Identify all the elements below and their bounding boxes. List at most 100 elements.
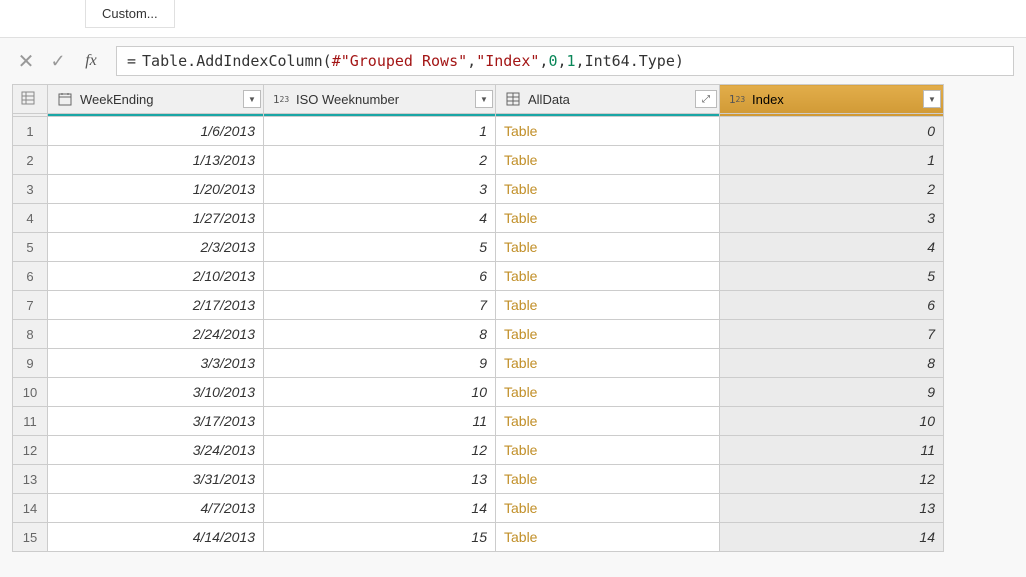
cell-weekending[interactable]: 2/17/2013: [48, 291, 264, 320]
cell-alldata[interactable]: Table: [496, 117, 720, 146]
cell-index[interactable]: 4: [720, 233, 944, 262]
cell-alldata[interactable]: Table: [496, 146, 720, 175]
cell-index[interactable]: 11: [720, 436, 944, 465]
row-number[interactable]: 15: [13, 523, 48, 552]
cell-weekending[interactable]: 1/27/2013: [48, 204, 264, 233]
table-row[interactable]: 123/24/201312Table11: [13, 436, 944, 465]
cell-weekending[interactable]: 1/6/2013: [48, 117, 264, 146]
table-row[interactable]: 72/17/20137Table6: [13, 291, 944, 320]
table-row[interactable]: 31/20/20133Table2: [13, 175, 944, 204]
cell-isoweeknumber[interactable]: 4: [264, 204, 496, 233]
row-number[interactable]: 9: [13, 349, 48, 378]
cell-weekending[interactable]: 1/13/2013: [48, 146, 264, 175]
column-header-isoweeknumber[interactable]: 123 ISO Weeknumber ▼: [264, 85, 496, 114]
row-number[interactable]: 11: [13, 407, 48, 436]
cell-weekending[interactable]: 2/10/2013: [48, 262, 264, 291]
row-number[interactable]: 13: [13, 465, 48, 494]
custom-column-button[interactable]: Custom...: [85, 0, 175, 28]
cell-isoweeknumber[interactable]: 9: [264, 349, 496, 378]
cell-alldata[interactable]: Table: [496, 175, 720, 204]
cell-weekending[interactable]: 2/24/2013: [48, 320, 264, 349]
filter-dropdown-icon[interactable]: ▼: [475, 90, 493, 108]
cell-alldata[interactable]: Table: [496, 262, 720, 291]
cell-alldata[interactable]: Table: [496, 291, 720, 320]
cell-isoweeknumber[interactable]: 1: [264, 117, 496, 146]
cell-isoweeknumber[interactable]: 3: [264, 175, 496, 204]
cancel-icon[interactable]: ✕: [12, 47, 40, 75]
cell-isoweeknumber[interactable]: 12: [264, 436, 496, 465]
cell-alldata[interactable]: Table: [496, 349, 720, 378]
cell-isoweeknumber[interactable]: 7: [264, 291, 496, 320]
row-number[interactable]: 5: [13, 233, 48, 262]
row-number[interactable]: 8: [13, 320, 48, 349]
column-header-weekending[interactable]: WeekEnding ▼: [48, 85, 264, 114]
cell-alldata[interactable]: Table: [496, 436, 720, 465]
filter-dropdown-icon[interactable]: ▼: [243, 90, 261, 108]
cell-index[interactable]: 12: [720, 465, 944, 494]
table-row[interactable]: 82/24/20138Table7: [13, 320, 944, 349]
table-row[interactable]: 93/3/20139Table8: [13, 349, 944, 378]
cell-index[interactable]: 14: [720, 523, 944, 552]
row-number[interactable]: 7: [13, 291, 48, 320]
column-header-index[interactable]: 123 Index ▼: [720, 85, 944, 114]
cell-index[interactable]: 1: [720, 146, 944, 175]
table-row[interactable]: 154/14/201315Table14: [13, 523, 944, 552]
row-number[interactable]: 1: [13, 117, 48, 146]
cell-index[interactable]: 7: [720, 320, 944, 349]
cell-index[interactable]: 0: [720, 117, 944, 146]
cell-weekending[interactable]: 1/20/2013: [48, 175, 264, 204]
cell-index[interactable]: 3: [720, 204, 944, 233]
cell-isoweeknumber[interactable]: 5: [264, 233, 496, 262]
cell-index[interactable]: 5: [720, 262, 944, 291]
expand-icon[interactable]: ⤢: [695, 90, 717, 108]
cell-isoweeknumber[interactable]: 8: [264, 320, 496, 349]
filter-dropdown-icon[interactable]: ▼: [923, 90, 941, 108]
row-number[interactable]: 6: [13, 262, 48, 291]
row-number[interactable]: 10: [13, 378, 48, 407]
cell-isoweeknumber[interactable]: 14: [264, 494, 496, 523]
select-all-corner[interactable]: [13, 85, 48, 114]
table-row[interactable]: 133/31/201313Table12: [13, 465, 944, 494]
cell-alldata[interactable]: Table: [496, 523, 720, 552]
cell-weekending[interactable]: 3/24/2013: [48, 436, 264, 465]
cell-index[interactable]: 2: [720, 175, 944, 204]
cell-alldata[interactable]: Table: [496, 465, 720, 494]
cell-isoweeknumber[interactable]: 13: [264, 465, 496, 494]
table-row[interactable]: 52/3/20135Table4: [13, 233, 944, 262]
cell-alldata[interactable]: Table: [496, 233, 720, 262]
table-row[interactable]: 144/7/201314Table13: [13, 494, 944, 523]
cell-weekending[interactable]: 3/17/2013: [48, 407, 264, 436]
cell-isoweeknumber[interactable]: 6: [264, 262, 496, 291]
formula-input[interactable]: = Table.AddIndexColumn(#"Grouped Rows", …: [116, 46, 1014, 76]
cell-isoweeknumber[interactable]: 11: [264, 407, 496, 436]
cell-weekending[interactable]: 3/3/2013: [48, 349, 264, 378]
cell-weekending[interactable]: 3/10/2013: [48, 378, 264, 407]
cell-index[interactable]: 6: [720, 291, 944, 320]
cell-alldata[interactable]: Table: [496, 320, 720, 349]
table-row[interactable]: 103/10/201310Table9: [13, 378, 944, 407]
table-row[interactable]: 41/27/20134Table3: [13, 204, 944, 233]
cell-isoweeknumber[interactable]: 10: [264, 378, 496, 407]
row-number[interactable]: 2: [13, 146, 48, 175]
cell-alldata[interactable]: Table: [496, 494, 720, 523]
table-row[interactable]: 21/13/20132Table1: [13, 146, 944, 175]
cell-index[interactable]: 8: [720, 349, 944, 378]
cell-weekending[interactable]: 4/14/2013: [48, 523, 264, 552]
cell-alldata[interactable]: Table: [496, 204, 720, 233]
fx-icon[interactable]: fx: [76, 52, 106, 70]
table-row[interactable]: 62/10/20136Table5: [13, 262, 944, 291]
table-row[interactable]: 113/17/201311Table10: [13, 407, 944, 436]
confirm-icon[interactable]: ✓: [44, 47, 72, 75]
row-number[interactable]: 4: [13, 204, 48, 233]
table-row[interactable]: 11/6/20131Table0: [13, 117, 944, 146]
row-number[interactable]: 14: [13, 494, 48, 523]
cell-isoweeknumber[interactable]: 2: [264, 146, 496, 175]
cell-weekending[interactable]: 2/3/2013: [48, 233, 264, 262]
cell-alldata[interactable]: Table: [496, 378, 720, 407]
cell-index[interactable]: 9: [720, 378, 944, 407]
cell-index[interactable]: 13: [720, 494, 944, 523]
cell-index[interactable]: 10: [720, 407, 944, 436]
cell-isoweeknumber[interactable]: 15: [264, 523, 496, 552]
row-number[interactable]: 12: [13, 436, 48, 465]
column-header-alldata[interactable]: AllData ⤢: [496, 85, 720, 114]
